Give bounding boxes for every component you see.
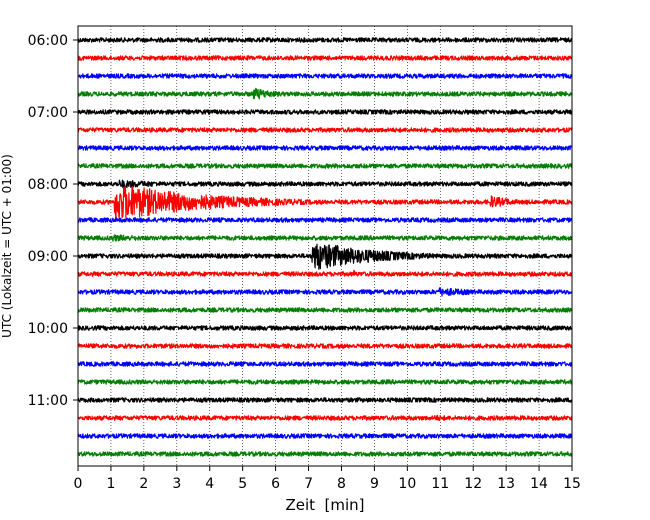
trace-group (77, 37, 573, 457)
x-tick-label: 7 (304, 476, 313, 492)
trace-line (77, 397, 573, 403)
x-tick-label: 10 (398, 476, 416, 492)
x-tick-label: 8 (337, 476, 346, 492)
trace-line (77, 73, 573, 79)
x-tick-label: 2 (139, 476, 148, 492)
y-tick-label: 06:00 (28, 33, 68, 49)
y-tick-label: 11:00 (28, 393, 68, 409)
y-tick-label: 07:00 (28, 105, 68, 121)
plot-frame (77, 25, 573, 467)
y-tick-label: 10:00 (28, 321, 68, 337)
trace-line (77, 127, 573, 133)
x-tick-label: 4 (205, 476, 214, 492)
trace-line (77, 379, 573, 385)
trace-line (77, 163, 573, 169)
x-tick-label: 9 (370, 476, 379, 492)
trace-line (77, 269, 573, 277)
trace-line (77, 87, 573, 100)
x-tick-label: 3 (172, 476, 181, 492)
trace-line (77, 325, 573, 331)
y-axis-label: UTC (Lokalzeit = UTC + 01:00) (0, 154, 14, 338)
trace-line (77, 217, 573, 223)
trace-line (77, 343, 573, 349)
x-tick-label: 14 (530, 476, 548, 492)
x-tick-label: 13 (497, 476, 515, 492)
x-tick-label: 6 (271, 476, 280, 492)
y-axis: 06:00 07:00 08:00 09:00 10:00 11:00 (28, 33, 78, 409)
grid-lines (110, 26, 540, 466)
x-tick-label: 11 (431, 476, 449, 492)
y-tick-label: 09:00 (28, 249, 68, 265)
x-axis-label: Zeit [min] (285, 496, 364, 514)
trace-line (77, 234, 573, 242)
trace-line (77, 145, 573, 151)
x-axis: 0 1 2 3 4 5 6 7 8 9 10 11 12 13 14 15 (74, 466, 581, 492)
y-tick-label: 08:00 (28, 177, 68, 193)
trace-line (77, 414, 573, 421)
x-tick-label: 12 (464, 476, 482, 492)
trace-line (77, 433, 573, 439)
x-tick-label: 5 (238, 476, 247, 492)
trace-line (77, 179, 573, 189)
trace-line (77, 55, 573, 61)
trace-line (77, 243, 573, 270)
x-tick-label: 0 (74, 476, 83, 492)
trace-line (77, 37, 573, 43)
trace-line (77, 307, 573, 313)
trace-line (77, 109, 573, 115)
x-tick-label: 1 (106, 476, 115, 492)
trace-line (77, 361, 573, 367)
trace-line (77, 186, 573, 219)
x-tick-label: 15 (563, 476, 581, 492)
trace-line (77, 287, 573, 297)
trace-line (77, 451, 573, 457)
